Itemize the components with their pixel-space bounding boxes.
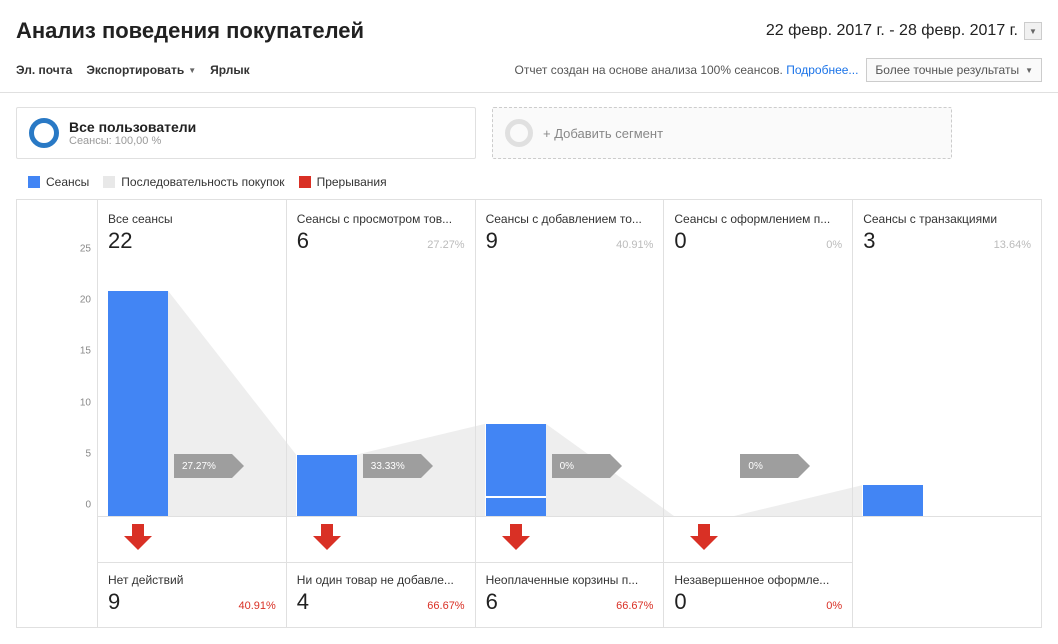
session-bar	[108, 291, 168, 516]
dropoff-arrow-icon	[502, 524, 530, 550]
dropoff-arrow-icon	[313, 524, 341, 550]
stage-chart-area: 27.27%	[98, 260, 286, 516]
stage-pct: 40.91%	[616, 239, 653, 251]
funnel-stage: Сеансы с добавлением то... 9 40.91% 0% Неопл…	[475, 200, 664, 627]
stage-label: Все сеансы	[108, 212, 276, 226]
y-axis-tick: 5	[85, 448, 91, 459]
dropoff-arrow-row	[853, 516, 1041, 562]
dropoff-count: 9	[108, 589, 120, 615]
dropoff-row: Незавершенное оформле... 0 0%	[664, 562, 852, 627]
session-bar	[863, 485, 923, 516]
flow-arrow: 33.33%	[363, 454, 421, 478]
dropoff-label: Нет действий	[108, 573, 276, 587]
learn-more-link[interactable]: Подробнее...	[786, 63, 858, 77]
dropoff-row: Ни один товар не добавле... 4 66.67%	[287, 562, 475, 627]
export-label: Экспортировать	[86, 63, 184, 77]
dropoff-count: 0	[674, 589, 686, 615]
precision-label: Более точные результаты	[875, 63, 1019, 77]
y-axis-tick: 15	[80, 346, 91, 357]
legend-swatch	[299, 176, 311, 188]
stage-chart-area: 0%	[476, 260, 664, 516]
dropoff-arrow-icon	[690, 524, 718, 550]
legend-swatch	[103, 176, 115, 188]
stage-count: 22	[108, 228, 132, 254]
chevron-down-icon: ▼	[1025, 66, 1033, 75]
legend-sequence: Последовательность покупок	[103, 175, 284, 189]
y-axis-tick: 0	[85, 500, 91, 511]
dropoff-pct: 0%	[826, 600, 842, 612]
dropoff-pct: 66.67%	[427, 600, 464, 612]
date-range-picker[interactable]: 22 февр. 2017 г. - 28 февр. 2017 г. ▼	[766, 22, 1042, 40]
legend-sessions: Сеансы	[28, 175, 89, 189]
page-title: Анализ поведения покупателей	[16, 18, 364, 44]
dropoff-pct: 66.67%	[616, 600, 653, 612]
stage-label: Сеансы с добавлением то...	[486, 212, 654, 226]
chevron-down-icon: ▼	[188, 66, 196, 75]
stage-count: 9	[486, 228, 498, 254]
funnel-stage: Сеансы с оформлением п...00%0%Незавершен…	[663, 200, 852, 627]
stage-pct: 27.27%	[427, 239, 464, 251]
segment-subtitle: Сеансы: 100,00 %	[69, 135, 196, 147]
flow-arrow: 27.27%	[174, 454, 232, 478]
legend-label: Последовательность покупок	[121, 175, 284, 189]
dropoff-pct: 40.91%	[238, 600, 275, 612]
stage-chart-area: 0%	[664, 260, 852, 516]
legend-label: Прерывания	[317, 175, 387, 189]
stage-count: 6	[297, 228, 309, 254]
dropoff-arrow-row	[476, 516, 664, 562]
dropoff-arrow-row	[98, 516, 286, 562]
funnel-chart: 0 5 10 15 20 25 Все сеансы 22 27.27% Нет действи…	[16, 199, 1042, 628]
dropoff-count: 6	[486, 589, 498, 615]
flow-arrow: 0%	[552, 454, 610, 478]
date-range-text: 22 февр. 2017 г. - 28 февр. 2017 г.	[766, 22, 1018, 40]
flow-arrow: 0%	[740, 454, 798, 478]
sequence-bar	[486, 496, 546, 516]
stage-chart-area: 33.33%	[287, 260, 475, 516]
stage-label: Сеансы с просмотром тов...	[297, 212, 465, 226]
segment-all-users[interactable]: Все пользователи Сеансы: 100,00 %	[16, 107, 476, 159]
dropoff-row: Нет действий 9 40.91%	[98, 562, 286, 627]
legend-swatch	[28, 176, 40, 188]
dropoff-label: Неоплаченные корзины п...	[486, 573, 654, 587]
sampling-note: Отчет создан на основе анализа 100% сеан…	[515, 63, 859, 77]
stage-label: Сеансы с оформлением п...	[674, 212, 842, 226]
shortcut-button[interactable]: Ярлык	[210, 63, 250, 77]
chevron-down-icon: ▼	[1024, 22, 1042, 40]
stage-pct: 0%	[826, 239, 842, 251]
y-axis: 0 5 10 15 20 25	[17, 200, 97, 627]
add-segment-label: + Добавить сегмент	[543, 126, 663, 141]
stage-count: 0	[674, 228, 686, 254]
funnel-stage: Сеансы с транзакциями 3 13.64%	[852, 200, 1041, 627]
dropoff-row: Неоплаченные корзины п... 6 66.67%	[476, 562, 664, 627]
session-bar	[297, 455, 357, 516]
dropoff-arrow-row	[664, 516, 852, 562]
dropoff-arrow-icon	[124, 524, 152, 550]
legend-abandon: Прерывания	[299, 175, 387, 189]
stage-pct: 13.64%	[994, 239, 1031, 251]
sampling-note-text: Отчет создан на основе анализа 100% сеан…	[515, 63, 787, 77]
dropoff-label: Ни один товар не добавле...	[297, 573, 465, 587]
funnel-stage: Сеансы с просмотром тов... 6 27.27% 33.33% Н…	[286, 200, 475, 627]
funnel-stage: Все сеансы 22 27.27% Нет действий 9 40.91%	[97, 200, 286, 627]
segment-title: Все пользователи	[69, 119, 196, 135]
y-axis-tick: 20	[80, 295, 91, 306]
stage-label: Сеансы с транзакциями	[863, 212, 1031, 226]
dropoff-label: Незавершенное оформле...	[674, 573, 842, 587]
add-segment-button[interactable]: + Добавить сегмент	[492, 107, 952, 159]
email-button[interactable]: Эл. почта	[16, 63, 72, 77]
stage-chart-area	[853, 260, 1041, 516]
y-axis-tick: 10	[80, 397, 91, 408]
dropoff-count: 4	[297, 589, 309, 615]
precision-select[interactable]: Более точные результаты ▼	[866, 58, 1042, 82]
y-axis-tick: 25	[80, 244, 91, 255]
plus-donut-icon	[505, 119, 533, 147]
export-button[interactable]: Экспортировать ▼	[86, 63, 196, 77]
dropoff-arrow-row	[287, 516, 475, 562]
donut-icon	[29, 118, 59, 148]
stage-count: 3	[863, 228, 875, 254]
legend-label: Сеансы	[46, 175, 89, 189]
